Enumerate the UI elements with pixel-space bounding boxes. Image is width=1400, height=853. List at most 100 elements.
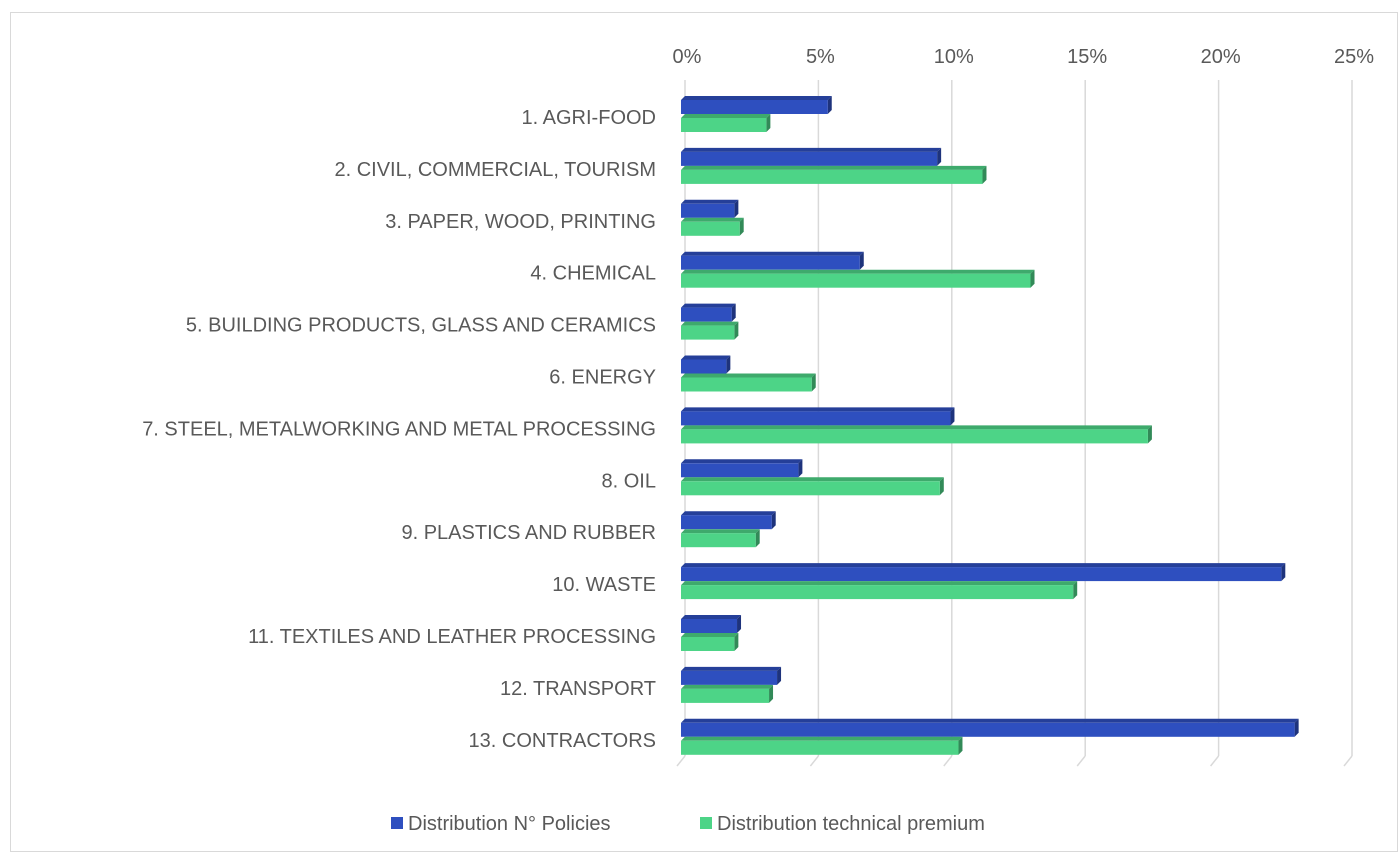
legend: Distribution N° Policies Distribution tec…	[391, 813, 985, 835]
bar-side-face	[939, 477, 944, 496]
bar	[681, 684, 774, 703]
category-labels: 1. AGRI-FOOD 2. CIVIL, COMMERCIAL, TOURIS…	[142, 107, 656, 752]
bar-front-face	[681, 637, 735, 651]
bar-top-face	[681, 615, 742, 619]
bar-top-face	[681, 511, 776, 516]
bar-top-face	[681, 633, 739, 637]
bar-side-face	[811, 373, 816, 392]
bar-front-face	[681, 567, 1282, 582]
bar-top-face	[681, 684, 774, 689]
bar	[681, 407, 955, 426]
bar-top-face	[681, 407, 955, 412]
gridline-foot	[809, 755, 819, 767]
bar-front-face	[681, 377, 812, 392]
bar-side-face	[827, 96, 832, 114]
bar-side-face	[777, 666, 782, 685]
bar	[681, 425, 1152, 444]
bar	[681, 615, 742, 633]
bar	[681, 96, 832, 114]
category-label: 1. AGRI-FOOD	[522, 107, 656, 129]
bar-side-face	[731, 303, 736, 322]
category-label: 10. WASTE	[552, 574, 656, 596]
bar	[681, 477, 944, 496]
bar-front-face	[681, 203, 735, 218]
category-label: 3. PAPER, WOOD, PRINTING	[385, 211, 656, 233]
bar-top-face	[681, 477, 944, 482]
bar	[681, 529, 760, 548]
category-label: 11. TEXTILES AND LEATHER PROCESSING	[248, 626, 656, 648]
bar-front-face	[681, 533, 756, 548]
x-axis-ticks: 0% 5% 10% 15% 20% 25%	[673, 46, 1375, 68]
category-label: 2. CIVIL, COMMERCIAL, TOURISM	[334, 159, 656, 181]
bar	[681, 303, 736, 322]
bar-top-face	[681, 425, 1152, 430]
bar-side-face	[982, 165, 987, 184]
bar	[681, 459, 803, 478]
bar-top-face	[681, 373, 816, 378]
bar-top-face	[681, 736, 963, 741]
gridline-foot	[943, 755, 953, 767]
bar-front-face	[681, 100, 828, 114]
bar	[681, 581, 1078, 600]
bar-top-face	[681, 96, 832, 100]
bar	[681, 736, 963, 755]
bar-top-face	[681, 251, 864, 256]
bar-front-face	[681, 118, 767, 132]
bar-side-face	[769, 684, 774, 703]
legend-swatch	[391, 817, 403, 829]
category-label: 7. STEEL, METALWORKING AND METAL PROCESS…	[142, 418, 656, 440]
bar-top-face	[681, 563, 1286, 568]
bar	[681, 114, 771, 132]
bar-side-face	[726, 355, 731, 374]
bar-front-face	[681, 151, 938, 166]
bar-front-face	[681, 619, 738, 633]
bar-front-face	[681, 359, 727, 374]
bar-top-face	[681, 581, 1078, 586]
bar-side-face	[771, 511, 776, 530]
bar	[681, 199, 739, 218]
bar-front-face	[681, 255, 860, 270]
bar	[681, 355, 731, 374]
bar	[681, 269, 1035, 288]
category-label: 12. TRANSPORT	[500, 678, 656, 700]
bar-side-face	[950, 407, 955, 426]
bar-side-face	[766, 114, 771, 132]
bar-side-face	[958, 736, 963, 755]
bar-top-face	[681, 355, 731, 360]
bar-side-face	[739, 217, 744, 236]
bar-side-face	[1281, 563, 1286, 582]
bar-front-face	[681, 515, 772, 530]
bar-side-face	[1147, 425, 1152, 444]
bar-top-face	[681, 114, 771, 118]
x-tick-label: 20%	[1201, 46, 1241, 68]
legend-swatch	[700, 817, 712, 829]
bar-top-face	[681, 217, 744, 222]
bar-side-face	[798, 459, 803, 478]
bar-top-face	[681, 718, 1299, 723]
category-label: 5. BUILDING PRODUCTS, GLASS AND CERAMICS	[186, 315, 656, 337]
bar-top-face	[681, 529, 760, 534]
category-label: 13. CONTRACTORS	[469, 730, 656, 752]
gridline-foot	[1076, 755, 1086, 767]
bar	[681, 147, 942, 166]
bar-top-face	[681, 199, 739, 204]
bar-top-face	[681, 321, 739, 326]
bar	[681, 251, 864, 270]
x-tick-label: 0%	[673, 46, 702, 68]
bar-top-face	[681, 269, 1035, 274]
x-tick-label: 10%	[934, 46, 974, 68]
bar-front-face	[681, 722, 1295, 737]
bar-top-face	[681, 459, 803, 464]
bar	[681, 633, 739, 651]
bar-front-face	[681, 307, 732, 322]
bar	[681, 718, 1299, 737]
bar-side-face	[755, 529, 760, 548]
legend-label: Distribution technical premium	[717, 813, 985, 835]
bar-front-face	[681, 481, 940, 496]
legend-label: Distribution N° Policies	[408, 813, 611, 835]
bar	[681, 217, 744, 236]
bars	[681, 96, 1299, 755]
bar-front-face	[681, 273, 1031, 288]
bar-top-face	[681, 165, 987, 170]
